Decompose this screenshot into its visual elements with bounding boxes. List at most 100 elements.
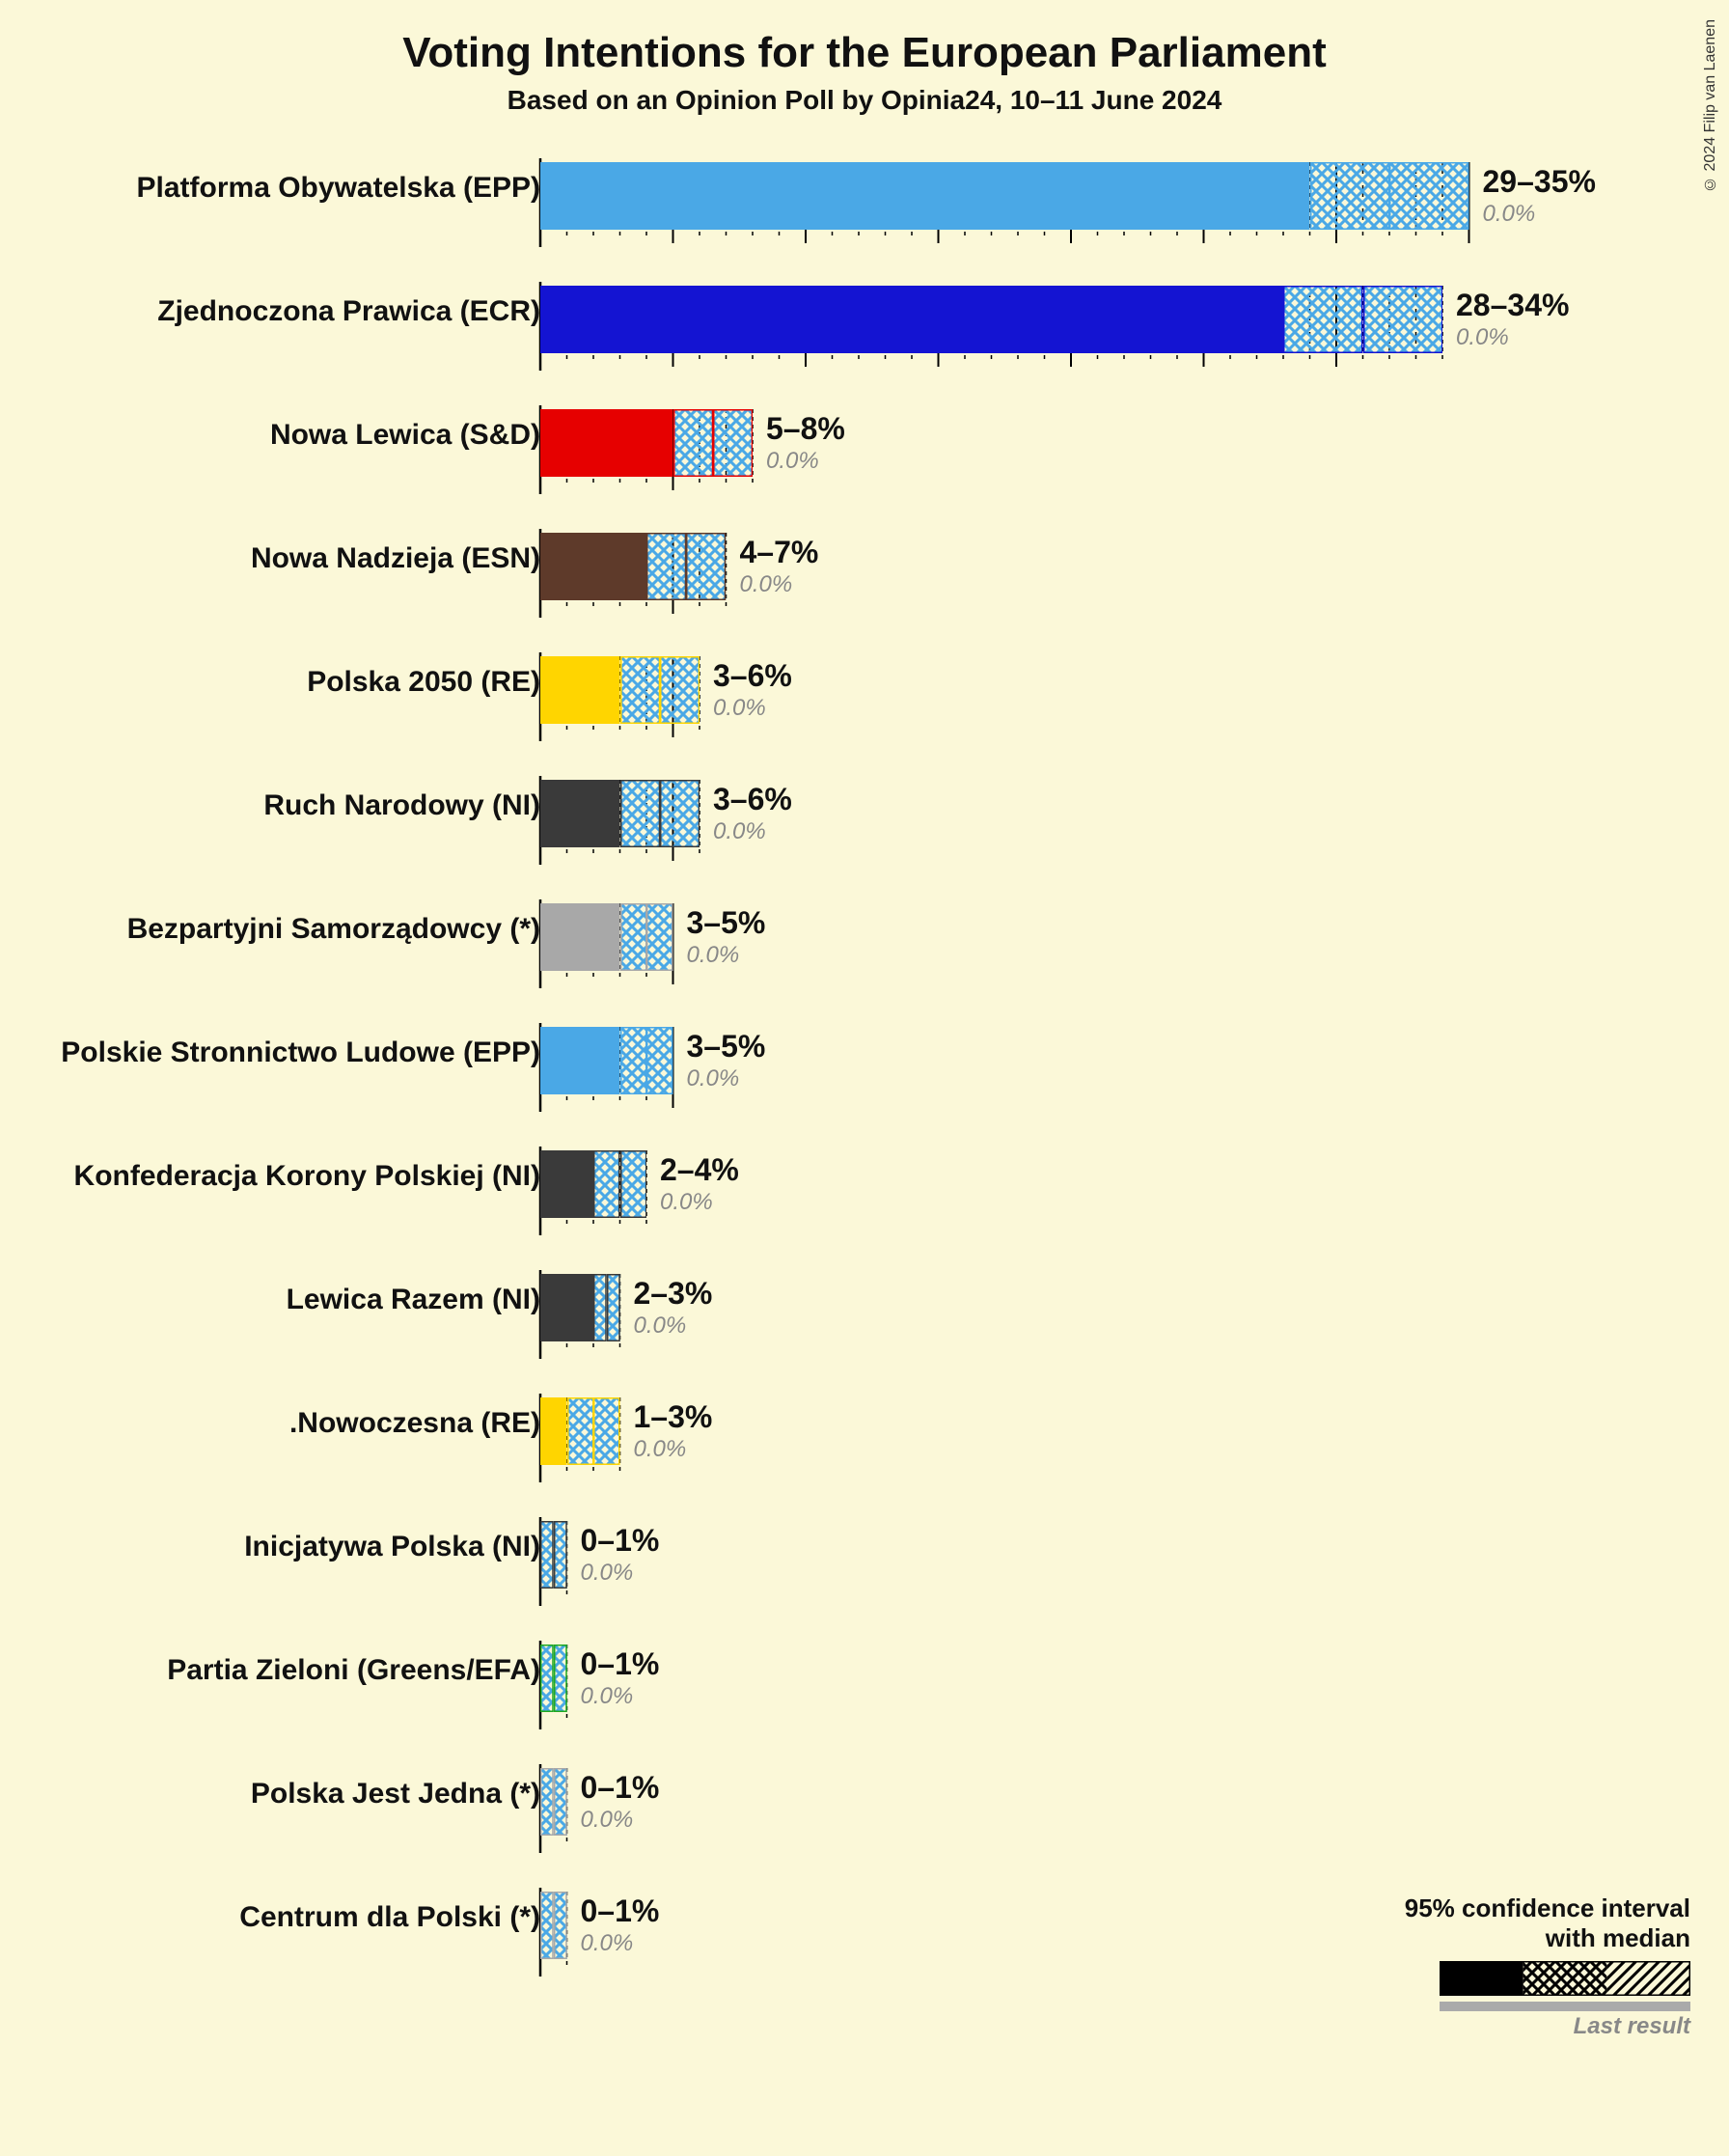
- chart-row: .Nowoczesna (RE) 1–3% 0.0%: [0, 1380, 1729, 1504]
- value-label: 4–7%: [740, 535, 819, 570]
- bar-area: [540, 162, 1473, 230]
- chart-row: Polskie Stronnictwo Ludowe (EPP) 3–5% 0.…: [0, 1009, 1729, 1133]
- bar-diagonal-segment: [620, 1150, 647, 1218]
- value-label: 3–6%: [713, 782, 792, 817]
- change-label: 0.0%: [1483, 201, 1536, 228]
- bar-area: [540, 1274, 624, 1341]
- bar-area: [540, 1521, 571, 1589]
- party-label: Ruch Narodowy (NI): [263, 789, 540, 822]
- chart-row: Lewica Razem (NI) 2–3% 0.0%: [0, 1257, 1729, 1380]
- change-label: 0.0%: [687, 942, 740, 969]
- bar-solid-segment: [540, 162, 1310, 230]
- party-label: Inicjatywa Polska (NI): [244, 1531, 540, 1563]
- value-label: 3–5%: [687, 1029, 766, 1064]
- bar-crosshatch-segment: [673, 409, 713, 477]
- chart-row: Platforma Obywatelska (EPP) 29–35% 0.0%: [0, 145, 1729, 268]
- bar-area: [540, 656, 703, 724]
- chart-row: Polska 2050 (RE) 3–6% 0.0%: [0, 639, 1729, 762]
- bar-solid-segment: [540, 533, 646, 600]
- change-label: 0.0%: [660, 1189, 713, 1216]
- bar-area: [540, 1397, 624, 1465]
- bar-area: [540, 533, 730, 600]
- party-label: Konfederacja Korony Polskiej (NI): [74, 1160, 540, 1193]
- change-label: 0.0%: [581, 1807, 634, 1834]
- bar-diagonal-segment: [554, 1768, 567, 1836]
- value-label: 0–1%: [581, 1893, 660, 1929]
- party-label: Partia Zieloni (Greens/EFA): [167, 1654, 540, 1687]
- chart-row: Bezpartyjni Samorządowcy (*) 3–5% 0.0%: [0, 886, 1729, 1009]
- bar-diagonal-segment: [660, 656, 700, 724]
- party-label: Lewica Razem (NI): [287, 1284, 540, 1316]
- bar-solid-segment: [540, 409, 673, 477]
- change-label: 0.0%: [713, 818, 766, 845]
- chart-row: Ruch Narodowy (NI) 3–6% 0.0%: [0, 762, 1729, 886]
- legend-ci-line1: 95% confidence interval: [1405, 1893, 1690, 1923]
- value-label: 3–5%: [687, 905, 766, 941]
- bar-crosshatch-segment: [1310, 162, 1390, 230]
- value-label: 0–1%: [581, 1646, 660, 1682]
- chart-row: Inicjatywa Polska (NI) 0–1% 0.0%: [0, 1504, 1729, 1627]
- change-label: 0.0%: [581, 1930, 634, 1957]
- bar-solid-segment: [540, 286, 1283, 353]
- bar-crosshatch-segment: [567, 1397, 594, 1465]
- chart-subtitle: Based on an Opinion Poll by Opinia24, 10…: [0, 85, 1729, 116]
- bar-crosshatch-segment: [540, 1892, 554, 1959]
- bar-area: [540, 780, 703, 847]
- party-label: .Nowoczesna (RE): [289, 1407, 540, 1440]
- bar-solid-segment: [540, 1397, 567, 1465]
- change-label: 0.0%: [740, 571, 793, 598]
- bar-diagonal-segment: [1389, 162, 1469, 230]
- bar-solid-segment: [540, 903, 620, 971]
- bar-crosshatch-segment: [620, 1027, 647, 1094]
- party-label: Polska Jest Jedna (*): [251, 1778, 540, 1810]
- bar-crosshatch-segment: [620, 656, 660, 724]
- chart-row: Partia Zieloni (Greens/EFA) 0–1% 0.0%: [0, 1627, 1729, 1751]
- bar-diagonal-segment: [646, 903, 673, 971]
- bar-area: [540, 903, 677, 971]
- legend-ci-line2: with median: [1405, 1923, 1690, 1953]
- chart-row: Nowa Lewica (S&D) 5–8% 0.0%: [0, 392, 1729, 515]
- change-label: 0.0%: [1456, 324, 1509, 351]
- value-label: 1–3%: [634, 1399, 713, 1435]
- bar-area: [540, 286, 1446, 353]
- change-label: 0.0%: [766, 448, 819, 475]
- bar-diagonal-segment: [607, 1274, 620, 1341]
- change-label: 0.0%: [581, 1683, 634, 1710]
- value-label: 0–1%: [581, 1770, 660, 1806]
- bar-area: [540, 1645, 571, 1712]
- bar-diagonal-segment: [593, 1397, 620, 1465]
- bar-area: [540, 1892, 571, 1959]
- value-label: 2–4%: [660, 1152, 739, 1188]
- change-label: 0.0%: [687, 1065, 740, 1092]
- bar-solid-segment: [540, 656, 620, 724]
- bar-area: [540, 1150, 650, 1218]
- value-label: 0–1%: [581, 1523, 660, 1559]
- bar-solid-segment: [540, 1027, 620, 1094]
- change-label: 0.0%: [713, 695, 766, 722]
- chart-row: Zjednoczona Prawica (ECR) 28–34% 0.0%: [0, 268, 1729, 392]
- bar-diagonal-segment: [1363, 286, 1443, 353]
- bar-crosshatch-segment: [593, 1274, 607, 1341]
- legend-last-result-bar: [1440, 2002, 1690, 2011]
- value-label: 2–3%: [634, 1276, 713, 1312]
- party-label: Bezpartyjni Samorządowcy (*): [127, 913, 540, 946]
- bar-crosshatch-segment: [540, 1521, 554, 1589]
- bar-crosshatch-segment: [646, 533, 686, 600]
- bar-crosshatch-segment: [540, 1768, 554, 1836]
- chart-row: Nowa Nadzieja (ESN) 4–7% 0.0%: [0, 515, 1729, 639]
- party-label: Polskie Stronnictwo Ludowe (EPP): [61, 1037, 540, 1069]
- party-label: Centrum dla Polski (*): [239, 1901, 540, 1934]
- bar-diagonal-segment: [686, 533, 726, 600]
- party-label: Platforma Obywatelska (EPP): [137, 172, 540, 205]
- bar-solid-segment: [540, 780, 620, 847]
- bar-diagonal-segment: [713, 409, 753, 477]
- bar-crosshatch-segment: [1283, 286, 1363, 353]
- value-label: 28–34%: [1456, 288, 1569, 323]
- bar-area: [540, 409, 756, 477]
- party-label: Polska 2050 (RE): [307, 666, 540, 699]
- bar-diagonal-segment: [554, 1521, 567, 1589]
- chart-title: Voting Intentions for the European Parli…: [0, 0, 1729, 77]
- change-label: 0.0%: [581, 1560, 634, 1587]
- bar-crosshatch-segment: [620, 780, 660, 847]
- bar-crosshatch-segment: [593, 1150, 620, 1218]
